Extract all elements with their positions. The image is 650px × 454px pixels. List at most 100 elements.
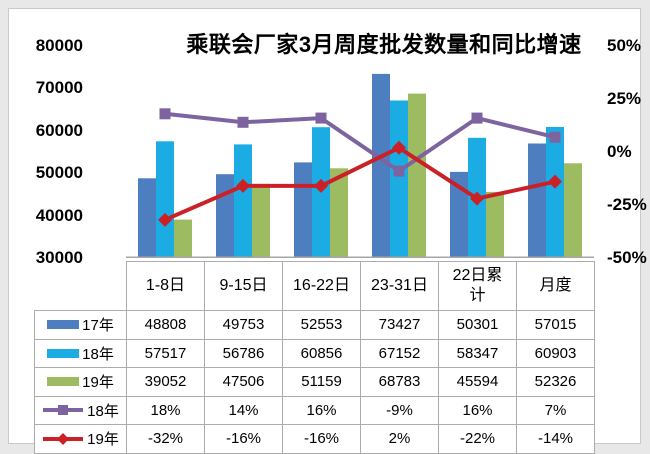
marker-diamond-19年 bbox=[236, 178, 250, 193]
plot-area bbox=[126, 73, 594, 258]
bar-19年 bbox=[486, 191, 504, 258]
table-value-cell: 56786 bbox=[204, 338, 283, 368]
legend-line-swatch bbox=[43, 405, 84, 416]
category-header: 9-15日 bbox=[204, 261, 283, 311]
y-right-tick-label: -25% bbox=[607, 195, 647, 214]
bar-19年 bbox=[564, 163, 582, 258]
y-left-tick-label: 50000 bbox=[35, 163, 83, 183]
line-18年 bbox=[163, 111, 557, 174]
table-value-cell: 58347 bbox=[438, 338, 517, 368]
bar-19年 bbox=[330, 168, 348, 258]
legend-label: 19年 bbox=[87, 431, 119, 449]
table-value-cell: 45594 bbox=[438, 367, 517, 397]
bar-17年 bbox=[528, 143, 546, 258]
table-value-cell: -22% bbox=[438, 424, 517, 454]
table-row-line-19年: 19年 -32% -16% -16% 2% -22% -14% bbox=[34, 424, 595, 454]
table-value-cell: 14% bbox=[204, 395, 283, 425]
legend-square-marker bbox=[58, 405, 69, 416]
table-value-cell: 2% bbox=[360, 424, 439, 454]
marker-square-18年 bbox=[393, 165, 405, 177]
y-left-tick-label: 80000 bbox=[35, 36, 83, 55]
legend-line-swatch bbox=[43, 432, 84, 445]
marker-square-18年 bbox=[315, 112, 327, 124]
marker-diamond-19年 bbox=[158, 212, 172, 227]
table-value-cell: 51159 bbox=[282, 367, 361, 397]
table-value-cell: 47506 bbox=[204, 367, 283, 397]
legend-cell-18年: 18年 bbox=[34, 338, 127, 368]
bar-18年 bbox=[234, 144, 252, 258]
table-value-cell: 50301 bbox=[438, 310, 517, 340]
bar-18年 bbox=[546, 127, 564, 258]
marker-diamond-19年 bbox=[470, 191, 484, 206]
y-left-tick-label: 30000 bbox=[35, 248, 83, 267]
y-left-tick-label: 60000 bbox=[35, 120, 83, 140]
legend-bar-swatch bbox=[47, 348, 80, 358]
category-header: 1-8日 bbox=[126, 261, 205, 311]
bar-19年 bbox=[252, 183, 270, 258]
bar-18年 bbox=[390, 100, 408, 258]
legend-diamond-marker bbox=[57, 432, 70, 445]
legend-label: 19年 bbox=[82, 374, 114, 392]
category-header: 16-22日 bbox=[282, 261, 361, 311]
table-value-cell: -14% bbox=[516, 424, 595, 454]
legend-cell-19年: 19年 bbox=[34, 424, 127, 454]
table-value-cell: 57015 bbox=[516, 310, 595, 340]
table-value-cell: 16% bbox=[282, 395, 361, 425]
table-value-cell: 73427 bbox=[360, 310, 439, 340]
bar-19年 bbox=[174, 219, 192, 258]
data-table: 1-8日 9-15日 16-22日 23-31日 22日累 计月度 17年 48808 497… bbox=[34, 261, 595, 454]
marker-square-18年 bbox=[471, 112, 483, 124]
table-value-cell: 67152 bbox=[360, 338, 439, 368]
marker-square-18年 bbox=[159, 108, 171, 120]
table-value-cell: 68783 bbox=[360, 367, 439, 397]
legend-label: 18年 bbox=[82, 345, 114, 363]
legend-bar-swatch bbox=[47, 320, 80, 330]
table-value-cell: 7% bbox=[516, 395, 595, 425]
category-header: 23-31日 bbox=[360, 261, 439, 311]
legend-cell-17年: 17年 bbox=[34, 310, 127, 340]
table-value-cell: -16% bbox=[282, 424, 361, 454]
table-value-cell: 60903 bbox=[516, 338, 595, 368]
chart-title: 乘联会厂家3月周度批发数量和同比增速 bbox=[186, 32, 582, 57]
legend-cell-19年: 19年 bbox=[34, 367, 127, 397]
y-right-tick-label: -50% bbox=[607, 248, 647, 267]
marker-diamond-19年 bbox=[392, 140, 406, 155]
table-value-cell: -9% bbox=[360, 395, 439, 425]
table-value-cell: -16% bbox=[204, 424, 283, 454]
bar-17年 bbox=[372, 73, 390, 258]
y-right-tick-label: 50% bbox=[607, 36, 642, 55]
y-left-tick-label: 70000 bbox=[35, 78, 83, 98]
y-right-tick-label: 25% bbox=[607, 89, 642, 108]
table-row-bar-17年: 17年 48808 49753 52553 73427 50301 57015 bbox=[34, 310, 595, 340]
legend-bar-swatch bbox=[47, 377, 80, 387]
bar-17年 bbox=[450, 171, 468, 258]
category-header: 月度 bbox=[516, 261, 595, 311]
table-value-cell: 48808 bbox=[126, 310, 205, 340]
y-right-tick-label: 0% bbox=[607, 142, 632, 161]
legend-label: 18年 bbox=[87, 402, 119, 420]
table-row-line-18年: 18年 18% 14% 16% -9% 16% 7% bbox=[34, 395, 595, 425]
table-value-cell: 52553 bbox=[282, 310, 361, 340]
y-left-tick-label: 40000 bbox=[35, 205, 83, 225]
table-value-cell: 16% bbox=[438, 395, 517, 425]
marker-square-18年 bbox=[549, 131, 561, 143]
bar-18年 bbox=[156, 141, 174, 258]
legend-label: 17年 bbox=[82, 317, 114, 335]
table-corner-cell bbox=[35, 262, 127, 311]
marker-diamond-19年 bbox=[314, 178, 328, 193]
bar-17年 bbox=[216, 174, 234, 258]
bar-17年 bbox=[294, 162, 312, 258]
legend-cell-18年: 18年 bbox=[34, 395, 127, 425]
bar-17年 bbox=[138, 178, 156, 258]
table-value-cell: 57517 bbox=[126, 338, 205, 368]
marker-diamond-19年 bbox=[548, 174, 562, 189]
category-header: 22日累 计 bbox=[438, 261, 517, 311]
table-row-bar-18年: 18年 57517 56786 60856 67152 58347 60903 bbox=[34, 338, 595, 368]
table-value-cell: 52326 bbox=[516, 367, 595, 397]
bar-19年 bbox=[408, 93, 426, 258]
line-19年 bbox=[163, 145, 557, 222]
marker-square-18年 bbox=[237, 116, 249, 128]
table-row-bar-19年: 19年 39052 47506 51159 68783 45594 52326 bbox=[34, 367, 595, 397]
table-value-cell: -32% bbox=[126, 424, 205, 454]
chart-panel: 乘联会厂家3月周度批发数量和同比增速 80000 70000 60000 50000 4… bbox=[8, 8, 647, 454]
